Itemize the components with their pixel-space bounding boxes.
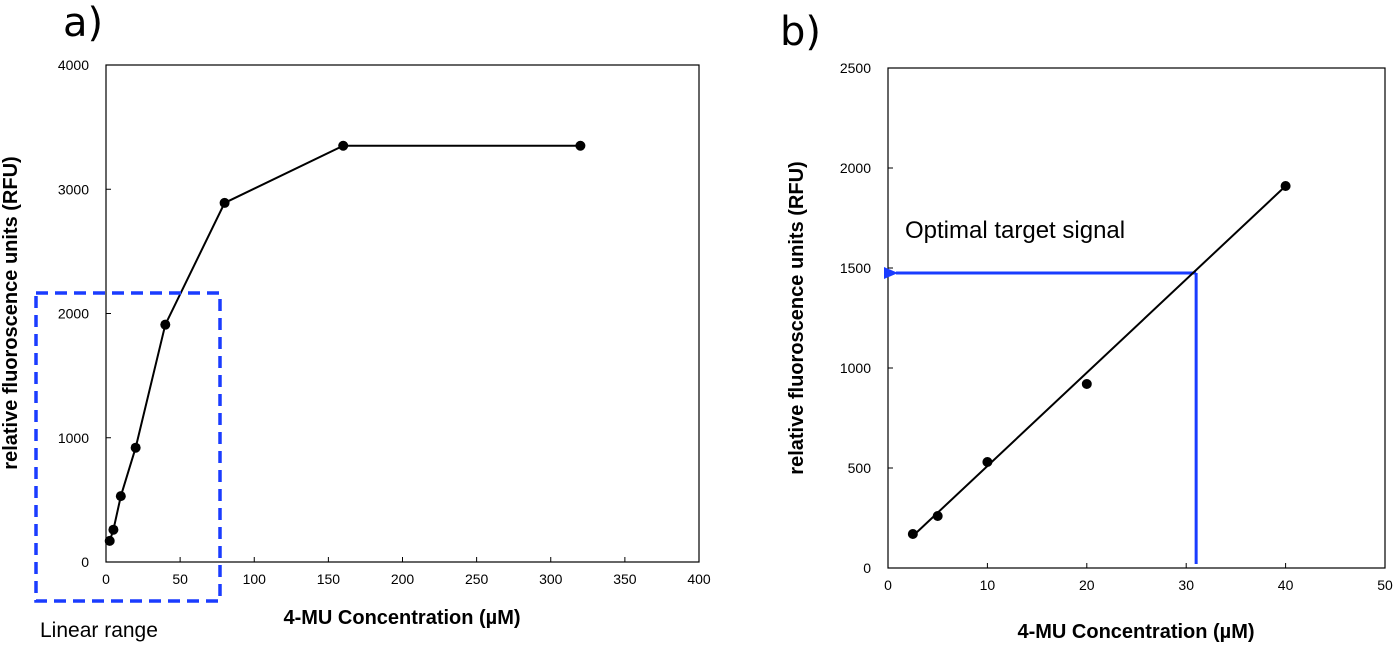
data-point-a: [104, 535, 115, 546]
x-tick-label-a: 350: [613, 571, 637, 587]
y-tick-label-b: 1000: [840, 360, 871, 376]
x-axis-label-b: 4-MU Concentration (µM): [1017, 621, 1254, 643]
x-axis-label-a: 4-MU Concentration (µM): [283, 607, 520, 629]
data-point-a: [575, 140, 586, 151]
y-tick-label-b: 1500: [840, 260, 871, 276]
x-tick-label-b: 10: [980, 577, 996, 593]
data-point-a: [160, 319, 171, 330]
x-tick-label-b: 40: [1278, 577, 1294, 593]
panel-label-a: a): [63, 0, 103, 46]
plot-frame-a: [105, 64, 700, 563]
series-line-a: [108, 144, 581, 542]
x-tick-label-b: 0: [884, 577, 892, 593]
linear-range-label: Linear range: [40, 619, 158, 642]
data-point-b: [1081, 379, 1092, 389]
x-tick-label-a: 50: [172, 571, 188, 587]
x-tick-label-b: 20: [1079, 577, 1095, 593]
x-tick-label-a: 400: [687, 571, 711, 587]
y-tick-label-b: 2000: [840, 160, 871, 176]
x-tick-label-b: 50: [1377, 577, 1393, 593]
x-tick-label-a: 0: [102, 571, 110, 587]
x-tick-label-b: 30: [1178, 577, 1194, 593]
data-point-b: [982, 457, 993, 467]
data-point-b: [932, 511, 943, 521]
chart-a: a) 0 50 100 150 200 250 300 350 4000100020003000…: [0, 0, 711, 642]
x-tick-label-a: 150: [317, 571, 341, 587]
y-axis-label-a: relative fluoroscence units (RFU): [0, 156, 22, 469]
data-point-a: [115, 491, 126, 502]
data-point-b: [1280, 181, 1291, 191]
plot-frame-b: [887, 67, 1386, 569]
x-tick-label-a: 100: [243, 571, 267, 587]
data-point-a: [338, 140, 349, 151]
linear-range-box: [34, 291, 222, 603]
x-tick-label-a: 300: [539, 571, 563, 587]
data-point-a: [219, 197, 230, 208]
data-point-a: [130, 442, 141, 453]
x-tick-label-a: 200: [391, 571, 415, 587]
y-tick-label-a: 2000: [58, 306, 89, 322]
y-tick-label-a: 0: [81, 554, 89, 570]
y-axis-label-b: relative fluoroscence units (RFU): [786, 161, 808, 474]
optimal-target-label: Optimal target signal: [905, 217, 1125, 244]
y-tick-label-b: 500: [848, 460, 872, 476]
y-tick-label-a: 3000: [58, 181, 89, 197]
panel-label-b: b): [780, 9, 821, 55]
data-point-a: [108, 524, 119, 535]
y-tick-label-b: 0: [863, 560, 871, 576]
x-tick-label-a: 250: [465, 571, 489, 587]
y-tick-label-a: 4000: [58, 57, 89, 73]
y-tick-label-b: 2500: [840, 60, 871, 76]
data-point-b: [907, 529, 918, 539]
y-tick-label-a: 1000: [58, 430, 89, 446]
fit-line-b: [912, 185, 1287, 537]
